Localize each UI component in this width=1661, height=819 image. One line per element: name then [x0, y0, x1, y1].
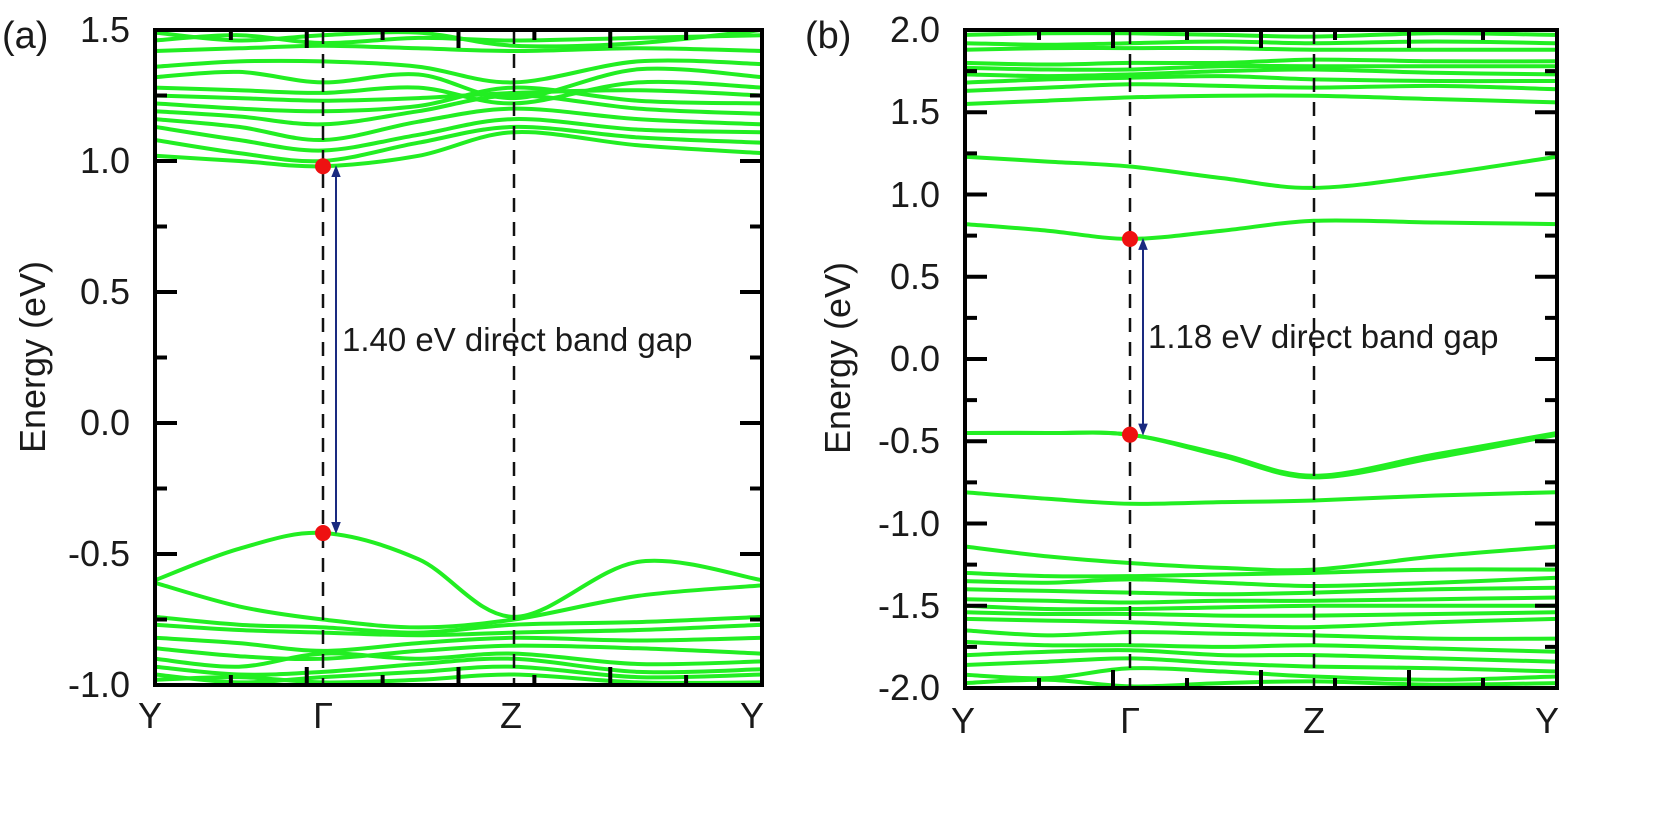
panel-a-label: (a)	[2, 15, 48, 57]
band-line	[155, 117, 762, 153]
panel-a-ytick-label: 1.0	[80, 140, 130, 181]
band-line	[155, 614, 762, 635]
band-line	[965, 31, 1557, 39]
band-line	[965, 67, 1557, 79]
band-line	[965, 82, 1557, 93]
band-line	[965, 595, 1557, 605]
cbm-marker	[1122, 230, 1138, 247]
band-line	[155, 33, 762, 46]
band-line	[965, 603, 1557, 612]
panel-a-ytick-label: 0.5	[80, 271, 130, 312]
panel-a-kpoint-label: Y	[740, 695, 764, 736]
panel-b-ytick-label: 1.5	[890, 91, 940, 132]
panel-a-kpoint-label: Y	[138, 695, 162, 736]
band-line	[155, 43, 762, 54]
panel-b-frame	[963, 28, 1559, 690]
band-line	[155, 130, 762, 169]
panel-a-ytick-label: 1.5	[80, 9, 130, 50]
vbm-marker	[315, 525, 331, 542]
band-line	[965, 74, 1557, 85]
panel-b-ytick-label: 1.0	[890, 174, 940, 215]
panel-a-ytick-label: 0.0	[80, 402, 130, 443]
panel-b-gap-text: 1.18 eV direct band gap	[1148, 318, 1498, 355]
band-line	[965, 677, 1557, 688]
panel-a-bands	[155, 30, 762, 685]
band-line	[965, 154, 1557, 190]
band-line	[965, 39, 1557, 47]
band-line	[155, 106, 762, 143]
panel-b: (b) Energy (eV) 2.0 1.5 1.0 0.5 0.0 -0.5…	[805, 9, 1559, 741]
panel-a-kpoint-label: Z	[500, 695, 522, 736]
band-line	[965, 490, 1557, 506]
band-line	[965, 648, 1557, 664]
panel-b-ytick-label: -2.0	[878, 667, 940, 708]
band-line	[155, 643, 762, 662]
band-line	[965, 430, 1557, 480]
band-line	[965, 656, 1557, 674]
panel-b-ytick-label: 0.5	[890, 256, 940, 297]
band-line	[155, 622, 762, 638]
panel-b-ytick-label: -1.0	[878, 503, 940, 544]
band-line	[965, 93, 1557, 106]
band-line	[155, 664, 762, 685]
panel-a-ytick-label: -0.5	[68, 533, 130, 574]
panel-b-kpoint-label: Z	[1303, 700, 1325, 741]
band-line	[155, 635, 762, 653]
band-line	[155, 93, 762, 127]
band-line	[965, 45, 1557, 52]
band-line	[155, 85, 762, 114]
vbm-marker	[1122, 426, 1138, 443]
panel-b-ytick-label: 2.0	[890, 9, 940, 50]
panel-b-kpoint-dividers	[1128, 30, 1316, 688]
panel-b-kpoint-label: Γ	[1120, 700, 1140, 741]
panel-b-kpoint-label: Y	[1535, 700, 1559, 741]
panel-b-label: (b)	[805, 15, 851, 57]
panel-a-frame	[153, 28, 764, 687]
cbm-marker	[315, 158, 331, 175]
panel-a: (a) Energy (eV) 1.5 1.0 0.5 0.0 -0.5 -1.…	[2, 9, 764, 736]
band-line	[155, 580, 762, 630]
band-line	[155, 58, 762, 85]
band-line	[965, 616, 1557, 630]
panel-b-ytick-labels: 2.0 1.5 1.0 0.5 0.0 -0.5 -1.0 -1.5 -2.0	[878, 9, 940, 708]
band-line	[965, 575, 1557, 589]
band-line	[965, 57, 1557, 67]
band-line	[965, 639, 1557, 654]
panel-b-ytick-label: 0.0	[890, 338, 940, 379]
band-line	[965, 610, 1557, 618]
panel-b-kpoint-labels: Y Γ Z Y	[951, 700, 1559, 741]
panel-a-kpoint-label: Γ	[313, 695, 333, 736]
band-line	[155, 651, 762, 669]
band-line	[965, 628, 1557, 641]
band-line	[155, 530, 762, 619]
panel-a-kpoint-dividers	[321, 30, 516, 685]
panel-a-ylabel: Energy (eV)	[12, 261, 53, 453]
band-line	[965, 567, 1557, 579]
panel-b-bands	[965, 31, 1557, 688]
band-line	[155, 30, 762, 49]
band-line	[965, 544, 1557, 573]
band-line	[965, 63, 1557, 72]
panel-a-gap-annotation	[315, 158, 341, 542]
band-line	[155, 656, 762, 677]
panel-b-ytick-label: -1.5	[878, 585, 940, 626]
band-line	[155, 79, 762, 106]
panel-b-ytick-label: -0.5	[878, 420, 940, 461]
band-line	[155, 672, 762, 685]
panel-b-ylabel: Energy (eV)	[817, 262, 858, 454]
panel-b-gap-annotation	[1122, 230, 1148, 443]
panel-a-ytick-label: -1.0	[68, 664, 130, 705]
panel-a-gap-text: 1.40 eV direct band gap	[342, 321, 692, 358]
panel-a-kpoint-labels: Y Γ Z Y	[138, 695, 764, 736]
band-line	[155, 88, 762, 103]
band-line	[965, 585, 1557, 597]
band-line	[155, 66, 762, 101]
panel-a-ytick-labels: 1.5 1.0 0.5 0.0 -0.5 -1.0	[68, 9, 130, 705]
band-line	[965, 218, 1557, 241]
panel-b-kpoint-label: Y	[951, 700, 975, 741]
band-line	[155, 124, 762, 164]
